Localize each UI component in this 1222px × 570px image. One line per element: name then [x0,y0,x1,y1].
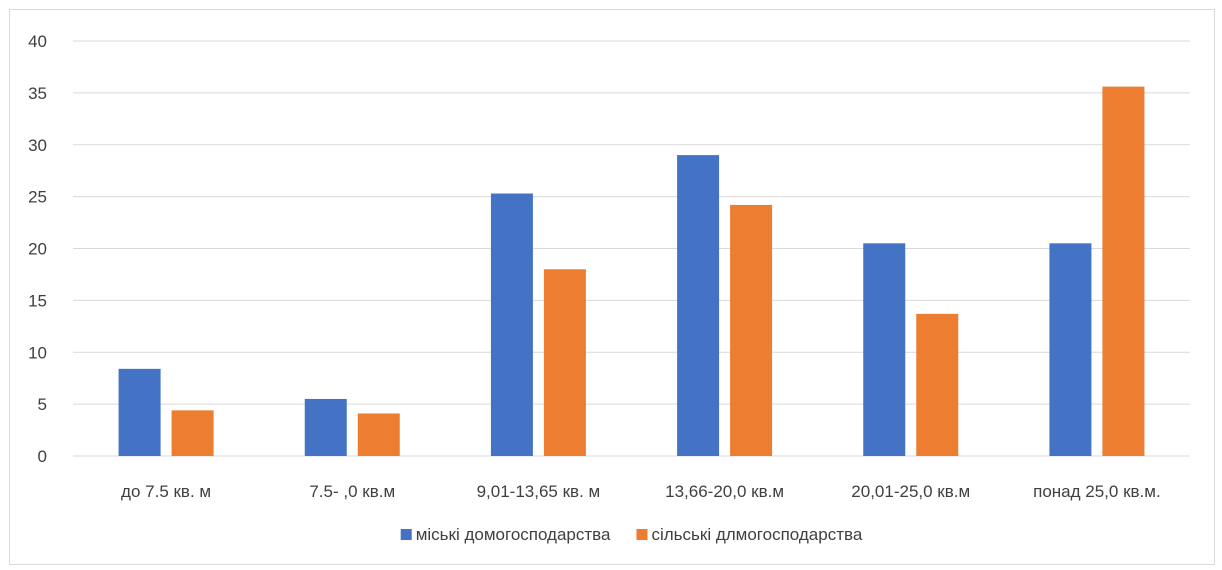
x-tick-label: 9,01-13,65 кв. м [477,482,601,501]
bar-series-2-5 [916,313,959,456]
x-tick-label: понад 25,0 кв.м. [1033,482,1161,501]
y-tick-label: 15 [28,291,47,310]
x-tick-label: 7.5- ,0 кв.м [309,482,395,501]
bar-series-1-6 [1049,243,1092,456]
y-axis-tick-labels: 0 5 10 15 20 25 30 35 40 [28,32,47,466]
legend-item-1: міські домогосподарства [400,525,611,544]
legend: міські домогосподарства сільські длмогосп… [400,525,863,544]
bar-series-2-2 [357,413,400,456]
x-tick-label: 13,66-20,0 кв.м [665,482,784,501]
y-tick-label: 30 [28,136,47,155]
x-tick-label: 20,01-25,0 кв.м [851,482,970,501]
y-tick-label: 0 [38,447,47,466]
y-tick-label: 20 [28,240,47,259]
bar-series-2-3 [543,269,586,456]
y-tick-label: 5 [38,395,47,414]
legend-item-2: сільські длмогосподарства [636,525,863,544]
gridlines [73,40,1190,457]
legend-swatch [400,529,412,540]
legend-label: сільські длмогосподарства [651,525,862,544]
y-tick-label: 25 [28,188,47,207]
x-tick-label: до 7.5 кв. м [121,482,211,501]
y-tick-label: 40 [28,32,47,51]
chart-frame [9,9,1215,565]
bar-series-2-4 [730,204,773,456]
bar-series-1-2 [304,398,347,456]
bar-series-2-6 [1102,86,1145,457]
legend-swatch [636,529,648,540]
y-tick-label: 10 [28,343,47,362]
bar-series-2-1 [171,410,214,456]
bars [118,86,1145,457]
legend-label: міські домогосподарства [416,525,611,544]
bar-series-1-5 [863,243,906,456]
bar-series-1-1 [118,368,161,456]
bar-series-1-4 [677,155,720,456]
bar-series-1-3 [490,193,533,456]
x-axis-tick-labels: до 7.5 кв. м 7.5- ,0 кв.м 9,01-13,65 кв. м… [121,482,1161,501]
y-tick-label: 35 [28,84,47,103]
